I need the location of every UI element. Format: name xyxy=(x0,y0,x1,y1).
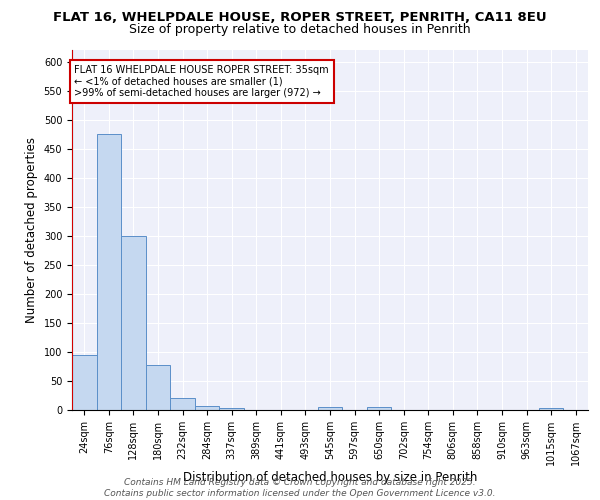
Bar xyxy=(367,407,391,410)
Bar xyxy=(97,134,121,410)
Bar xyxy=(72,355,97,410)
Text: FLAT 16 WHELPDALE HOUSE ROPER STREET: 35sqm
← <1% of detached houses are smaller: FLAT 16 WHELPDALE HOUSE ROPER STREET: 35… xyxy=(74,64,329,98)
Bar xyxy=(318,407,342,410)
Text: Contains HM Land Registry data © Crown copyright and database right 2025.
Contai: Contains HM Land Registry data © Crown c… xyxy=(104,478,496,498)
Bar xyxy=(195,406,220,410)
Bar xyxy=(539,408,563,410)
X-axis label: Distribution of detached houses by size in Penrith: Distribution of detached houses by size … xyxy=(183,470,477,484)
Text: Size of property relative to detached houses in Penrith: Size of property relative to detached ho… xyxy=(129,22,471,36)
Bar xyxy=(121,236,146,410)
Y-axis label: Number of detached properties: Number of detached properties xyxy=(25,137,38,323)
Bar xyxy=(170,398,195,410)
Bar xyxy=(220,408,244,410)
Bar xyxy=(146,364,170,410)
Text: FLAT 16, WHELPDALE HOUSE, ROPER STREET, PENRITH, CA11 8EU: FLAT 16, WHELPDALE HOUSE, ROPER STREET, … xyxy=(53,11,547,24)
